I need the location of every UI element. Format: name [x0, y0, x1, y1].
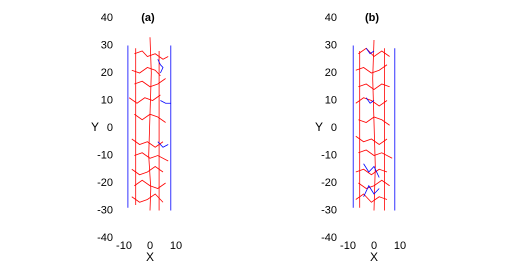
trace [148, 37, 152, 211]
x-tick-label: 0 [371, 240, 377, 252]
trace [134, 50, 169, 60]
y-axis-label: Y [91, 120, 99, 134]
y-tick-label: 40 [325, 12, 337, 24]
trace [355, 64, 388, 74]
y-tick-label: 0 [107, 122, 113, 134]
y-tick-label: 30 [101, 39, 113, 51]
trace [131, 138, 164, 148]
x-tick-label: 10 [170, 240, 182, 252]
y-tick-label: -40 [97, 232, 113, 244]
trace [131, 67, 161, 77]
trace [157, 141, 169, 148]
x-tick-label: -10 [116, 240, 132, 252]
y-tick-label: 10 [101, 94, 113, 106]
trace [157, 59, 164, 74]
trace [365, 48, 375, 55]
y-tick-label: -40 [321, 232, 337, 244]
x-axis-label: X [146, 250, 154, 264]
trace [358, 83, 390, 90]
y-tick-label: 20 [325, 67, 337, 79]
trace [355, 193, 388, 203]
trace [134, 152, 169, 162]
y-tick-label: 20 [101, 67, 113, 79]
y-tick-label: 30 [325, 39, 337, 51]
chart-title: (b) [365, 12, 379, 24]
y-axis-label: Y [315, 120, 323, 134]
trace [134, 78, 166, 88]
trace [355, 168, 388, 176]
trace [131, 166, 164, 176]
y-tick-label: -10 [97, 149, 113, 161]
y-tick-label: -30 [97, 204, 113, 216]
y-tick-label: -30 [321, 204, 337, 216]
x-axis-label: X [370, 250, 378, 264]
trace [355, 97, 388, 107]
y-tick-label: -10 [321, 149, 337, 161]
x-tick-label: 10 [394, 240, 406, 252]
trace [372, 39, 376, 211]
trace [358, 149, 393, 159]
trace [358, 116, 390, 126]
y-tick-label: -20 [97, 177, 113, 189]
y-tick-label: 40 [101, 12, 113, 24]
trace [134, 179, 166, 189]
trace [358, 179, 390, 189]
trace [365, 97, 375, 104]
y-tick-label: -20 [321, 177, 337, 189]
x-tick-label: -10 [340, 240, 356, 252]
trace [160, 100, 171, 104]
trace [363, 184, 380, 197]
y-tick-label: 10 [325, 94, 337, 106]
trace [131, 193, 164, 203]
trace [358, 47, 390, 58]
trace [363, 163, 380, 178]
chart-title: (a) [141, 12, 155, 24]
trace [355, 135, 388, 145]
y-tick-label: 0 [331, 122, 337, 134]
trace [128, 94, 161, 104]
trace [134, 113, 166, 123]
x-tick-label: 0 [147, 240, 153, 252]
